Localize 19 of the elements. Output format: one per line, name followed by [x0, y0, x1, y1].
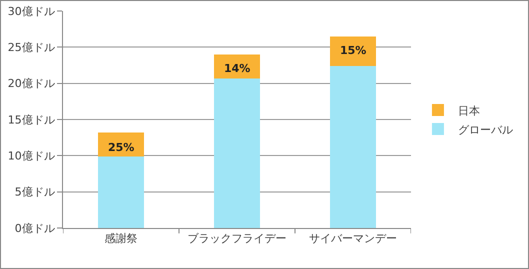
y-tick-label: 5億ドル — [14, 186, 55, 199]
bar — [330, 36, 376, 66]
y-tick-label: 15億ドル — [8, 113, 55, 126]
annotation: 25% — [108, 141, 134, 154]
y-tick-label: 30億ドル — [8, 4, 55, 18]
legend-label: 日本 — [458, 104, 480, 118]
x-tick-label: ブラックフライデー — [188, 232, 286, 246]
legend-label: グローバル — [458, 123, 513, 136]
y-tick-label: 0億ドル — [14, 222, 55, 235]
y-tick-label: 10億ドル — [8, 150, 55, 163]
annotation: 14% — [224, 62, 250, 75]
x-tick-label: サイバーマンデー — [309, 232, 397, 246]
x-tick-label: 感謝祭 — [104, 232, 138, 246]
bar — [98, 156, 144, 228]
y-tick-label: 25億ドル — [8, 41, 55, 54]
bar — [330, 66, 376, 228]
bar — [214, 78, 260, 228]
annotation: 15% — [340, 44, 366, 57]
y-tick-label: 20億ドル — [8, 77, 55, 90]
